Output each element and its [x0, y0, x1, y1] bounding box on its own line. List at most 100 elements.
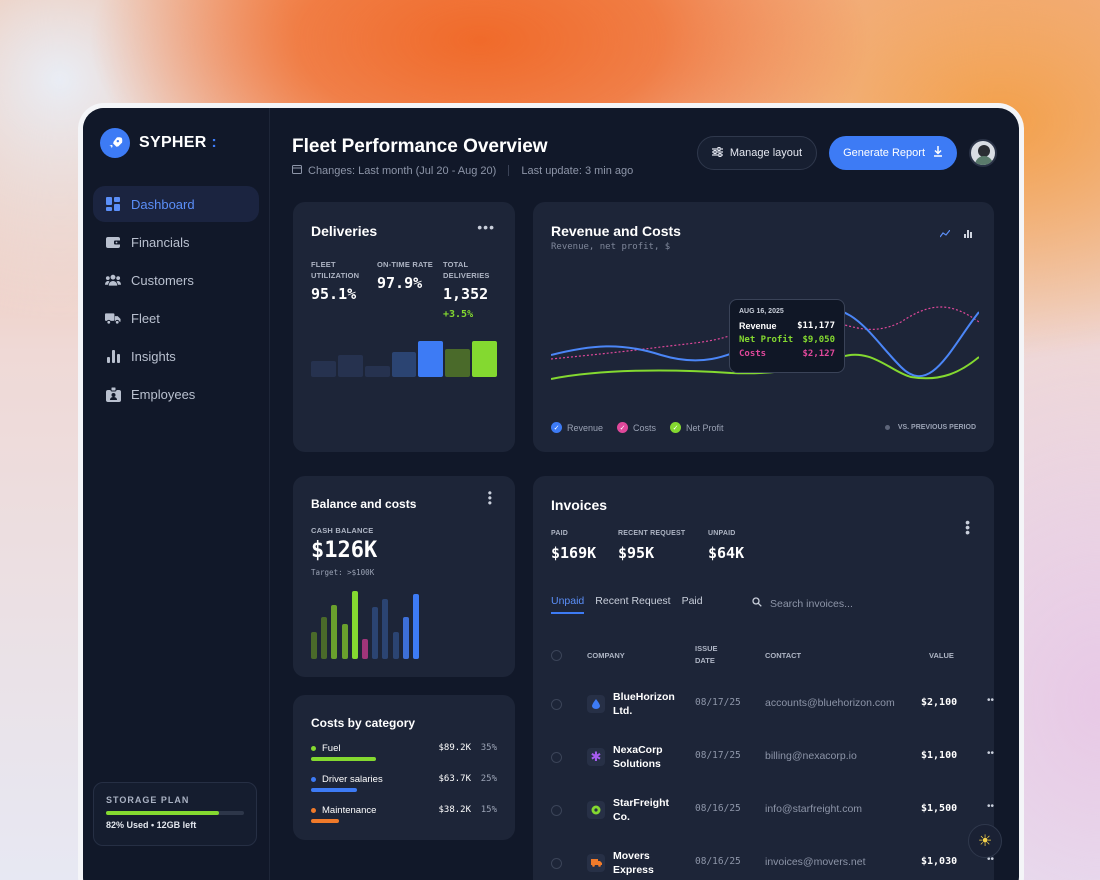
column-company[interactable]: COMPANY: [587, 651, 625, 660]
row-checkbox[interactable]: [551, 699, 562, 710]
target-text: Target: >$100K: [311, 568, 375, 577]
company-name: StarFreight Co.: [613, 797, 670, 823]
chart-tooltip: AUG 16, 2025 Revenue $11,177 Net Profit $9…: [729, 299, 845, 373]
more-horizontal-icon[interactable]: ••: [987, 801, 995, 812]
generate-report-button[interactable]: Generate Report: [829, 136, 957, 170]
search-input[interactable]: Search invoices...: [770, 597, 853, 610]
more-horizontal-icon[interactable]: •••: [477, 219, 495, 235]
balance-bar: [341, 623, 348, 659]
line-chart-icon[interactable]: [939, 229, 951, 241]
more-vertical-icon[interactable]: • • •: [487, 486, 493, 510]
table-row[interactable]: StarFreight Co. 08/16/25 info@starfreight…: [551, 792, 995, 832]
sidebar-item-financials[interactable]: Financials: [93, 224, 259, 260]
cost-bar: [311, 757, 376, 761]
table-row[interactable]: Movers Express 08/16/25 invoices@movers.n…: [551, 845, 995, 880]
tab-recent-request[interactable]: Recent Request: [595, 595, 671, 607]
stat-value: $95K: [618, 544, 655, 562]
generate-report-label: Generate Report: [843, 147, 925, 159]
stat-value: 1,352: [443, 285, 489, 303]
users-icon: [105, 272, 121, 288]
invoice-value: $2,100: [921, 697, 958, 708]
column-contact[interactable]: CONTACT: [765, 651, 802, 660]
company-name: NexaCorp Solutions: [613, 744, 663, 770]
avatar[interactable]: [969, 139, 997, 167]
last-update-text: Last update: 3 min ago: [521, 164, 634, 177]
tab-paid[interactable]: Paid: [681, 595, 703, 607]
wallet-icon: [105, 234, 121, 250]
calendar-icon: [292, 164, 302, 177]
contact-email[interactable]: invoices@movers.net: [765, 856, 866, 868]
contact-email[interactable]: billing@nexacorp.io: [765, 750, 857, 762]
sidebar-item-insights[interactable]: Insights: [93, 338, 259, 374]
total-deliveries-stat: TOTAL DELIVERIES 1,352 +3.5%: [443, 259, 490, 320]
cost-percent: 25%: [480, 774, 497, 784]
sidebar-item-customers[interactable]: Customers: [93, 262, 259, 298]
vs-previous-period[interactable]: VS. PREVIOUS PERIOD: [884, 424, 976, 431]
stat-value: $64K: [708, 544, 745, 562]
storage-text: 82% Used • 12GB left: [106, 820, 197, 830]
circle-icon: [587, 801, 605, 819]
more-horizontal-icon[interactable]: ••: [987, 748, 995, 759]
balance-bar: [372, 607, 379, 659]
stat-label: ON-TIME RATE: [377, 260, 434, 269]
tooltip-row: Revenue $11,177: [739, 321, 835, 331]
delivery-bar: [337, 354, 363, 377]
check-icon: ✓: [670, 422, 682, 433]
stat-label: UNPAID: [708, 530, 736, 537]
stat-label: UTILIZATION: [311, 271, 360, 280]
table-row[interactable]: ✱ NexaCorp Solutions 08/17/25 billing@nex…: [551, 739, 995, 779]
asterisk-icon: ✱: [587, 748, 605, 766]
legend-revenue[interactable]: ✓ Revenue: [551, 422, 603, 433]
cost-row-maintenance: Maintenance $38.2K 15%: [311, 805, 497, 825]
revenue-title: Revenue and Costs: [551, 223, 681, 239]
balance-bar: [331, 604, 338, 659]
tooltip-row: Costs $2,127: [739, 349, 835, 359]
manage-layout-label: Manage layout: [729, 147, 803, 159]
cost-amount: $38.2K: [438, 805, 471, 815]
balance-bar: [311, 631, 317, 659]
column-issue-date[interactable]: ISSUE DATE: [695, 644, 718, 665]
table-row[interactable]: BlueHorizon Ltd. 08/17/25 accounts@blueho…: [551, 686, 995, 726]
download-icon: [933, 146, 943, 160]
legend-net-profit[interactable]: ✓ Net Profit: [670, 422, 724, 433]
manage-layout-button[interactable]: Manage layout: [696, 136, 818, 170]
app-window: SYPHER : Dashboard Financials Customers …: [83, 108, 1019, 880]
bar-chart-icon: [105, 348, 121, 364]
invoice-value: $1,100: [921, 750, 958, 761]
deliveries-bar-chart: [311, 341, 497, 377]
row-checkbox[interactable]: [551, 752, 562, 763]
more-vertical-icon[interactable]: • • •: [965, 514, 970, 540]
tab-unpaid[interactable]: Unpaid: [551, 595, 585, 614]
dot-icon: [311, 746, 316, 751]
cost-bar: [311, 788, 358, 792]
theme-toggle-button[interactable]: ☀: [968, 824, 1002, 858]
sidebar-item-fleet[interactable]: Fleet: [93, 300, 259, 336]
cost-row-driver-salaries: Driver salaries $63.7K 25%: [311, 774, 497, 794]
row-checkbox[interactable]: [551, 858, 562, 869]
select-all-checkbox[interactable]: [551, 650, 562, 661]
fleet-utilization-stat: FLEET UTILIZATION 95.1%: [311, 259, 359, 303]
more-horizontal-icon[interactable]: ••: [987, 854, 995, 865]
delivery-bar: [418, 341, 444, 377]
legend-costs[interactable]: ✓ Costs: [617, 422, 656, 433]
contact-email[interactable]: info@starfreight.com: [765, 803, 863, 815]
column-value[interactable]: VALUE: [929, 651, 954, 660]
sidebar-item-employees[interactable]: Employees: [93, 376, 259, 412]
issue-date: 08/17/25: [695, 750, 741, 761]
contact-email[interactable]: accounts@bluehorizon.com: [765, 697, 895, 709]
storage-title: STORAGE PLAN: [106, 795, 190, 805]
more-horizontal-icon[interactable]: ••: [987, 695, 995, 706]
truck-icon: [587, 854, 605, 872]
sidebar-item-dashboard[interactable]: Dashboard: [93, 186, 259, 222]
stat-label: TOTAL: [443, 260, 469, 269]
company-name: Movers Express: [613, 850, 654, 876]
row-checkbox[interactable]: [551, 805, 562, 816]
bar-chart-icon[interactable]: [964, 230, 972, 241]
storage-progress-fill: [106, 811, 220, 815]
tooltip-row: Net Profit $9,050: [739, 335, 835, 345]
tooltip-label: Revenue: [739, 321, 777, 331]
balance-bar: [402, 616, 409, 659]
balance-title: Balance and costs: [311, 497, 417, 511]
invoice-search[interactable]: Search invoices...: [752, 597, 853, 610]
cost-amount: $89.2K: [438, 743, 471, 753]
